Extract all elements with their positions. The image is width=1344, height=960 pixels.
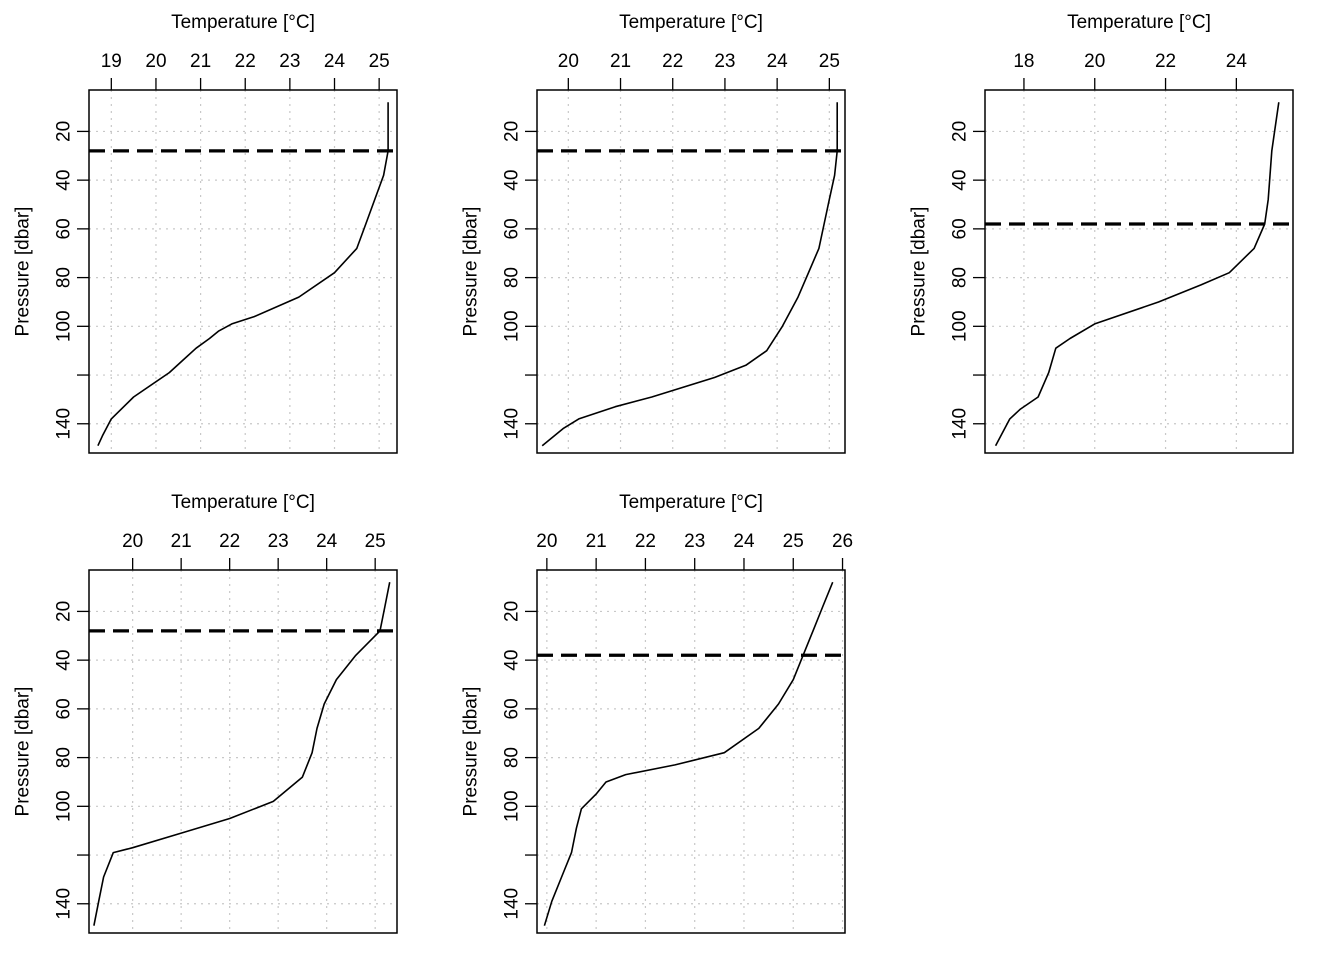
y-tick-label: 20 <box>950 121 971 142</box>
x-tick-label: 20 <box>1084 51 1105 72</box>
panel-1: 19 20 21 22 23 24 25 20 40 60 80 100 140 Temperature … <box>13 12 398 454</box>
y-tick-label: 40 <box>54 650 75 671</box>
y-axis-label: Pressure [dbar] <box>13 207 34 337</box>
plot-frame <box>536 89 846 454</box>
x-tick-label: 23 <box>268 531 289 552</box>
y-tick-label: 40 <box>950 170 971 191</box>
x-tick-label: 24 <box>767 51 789 72</box>
y-tick-label: 20 <box>54 601 75 622</box>
x-tick-label: 25 <box>819 51 840 72</box>
x-tick-label: 21 <box>610 51 631 72</box>
x-tick-label: 22 <box>219 531 240 552</box>
plot-frame <box>536 569 846 934</box>
x-axis-label: Temperature [°C] <box>619 492 763 513</box>
y-tick-label: 40 <box>502 650 523 671</box>
x-tick-label: 22 <box>1155 51 1176 72</box>
y-tick-label: 40 <box>502 170 523 191</box>
y-tick-label: 80 <box>502 747 523 768</box>
x-tick-label: 20 <box>536 531 557 552</box>
y-tick-label: 60 <box>950 218 971 239</box>
y-axis-label: Pressure [dbar] <box>909 207 930 337</box>
temperature-profile-line <box>97 102 389 447</box>
y-tick-label: 60 <box>54 218 75 239</box>
y-tick-label: 20 <box>502 121 523 142</box>
y-tick-label: 140 <box>54 408 75 440</box>
x-tick-label: 20 <box>145 51 166 72</box>
y-tick-label: 140 <box>54 888 75 920</box>
x-tick-label: 24 <box>324 51 346 72</box>
x-tick-label: 22 <box>662 51 683 72</box>
x-tick-label: 23 <box>684 531 705 552</box>
y-tick-label: 80 <box>502 267 523 288</box>
x-tick-label: 22 <box>235 51 256 72</box>
y-axis-label: Pressure [dbar] <box>461 687 482 817</box>
y-tick-label: 20 <box>54 121 75 142</box>
y-tick-label: 40 <box>54 170 75 191</box>
y-tick-label: 20 <box>502 601 523 622</box>
y-tick-label: 80 <box>950 267 971 288</box>
x-axis-label: Temperature [°C] <box>619 12 763 33</box>
y-tick-label: 100 <box>502 790 523 822</box>
plot-frame <box>88 89 398 454</box>
y-tick-label: 140 <box>950 408 971 440</box>
y-tick-label: 60 <box>54 698 75 719</box>
x-axis-label: Temperature [°C] <box>171 492 315 513</box>
y-tick-label: 60 <box>502 218 523 239</box>
x-tick-label: 21 <box>171 531 192 552</box>
panel-3: 18 20 22 24 20 40 60 80 100 140 Temperature [°C] Pr… <box>909 12 1294 454</box>
y-tick-label: 100 <box>54 310 75 342</box>
panel-5: 20 21 22 23 24 25 26 20 40 60 80 100 140 Temperature … <box>461 492 853 934</box>
y-axis-label: Pressure [dbar] <box>13 687 34 817</box>
x-axis-label: Temperature [°C] <box>171 12 315 33</box>
x-tick-label: 24 <box>1226 51 1248 72</box>
y-tick-label: 80 <box>54 747 75 768</box>
y-tick-label: 100 <box>502 310 523 342</box>
x-tick-label: 18 <box>1013 51 1034 72</box>
temperature-profile-line <box>994 102 1280 447</box>
panel-4: 20 21 22 23 24 25 20 40 60 80 100 140 Temperature [°… <box>13 492 398 934</box>
temperature-profile-line <box>93 582 391 926</box>
x-tick-label: 23 <box>279 51 300 72</box>
panel-2: 20 21 22 23 24 25 20 40 60 80 100 140 Temperature [°… <box>461 12 846 454</box>
x-tick-label: 21 <box>190 51 211 72</box>
x-tick-label: 20 <box>558 51 579 72</box>
plot-frame <box>88 569 398 934</box>
x-tick-label: 24 <box>733 531 755 552</box>
y-tick-label: 60 <box>502 698 523 719</box>
x-tick-label: 20 <box>122 531 143 552</box>
x-tick-label: 24 <box>316 531 338 552</box>
y-tick-label: 140 <box>502 408 523 440</box>
y-tick-label: 100 <box>54 790 75 822</box>
x-axis-label: Temperature [°C] <box>1067 12 1211 33</box>
x-tick-label: 23 <box>714 51 735 72</box>
x-tick-label: 26 <box>832 531 853 552</box>
x-tick-label: 21 <box>586 531 607 552</box>
x-tick-label: 22 <box>635 531 656 552</box>
temperature-profile-line <box>543 581 834 926</box>
x-tick-label: 25 <box>365 531 386 552</box>
x-tick-label: 19 <box>101 51 122 72</box>
x-tick-label: 25 <box>369 51 390 72</box>
y-tick-label: 80 <box>54 267 75 288</box>
plot-frame <box>984 89 1294 454</box>
temperature-profile-line <box>541 102 839 447</box>
x-tick-label: 25 <box>783 531 804 552</box>
y-axis-label: Pressure [dbar] <box>461 207 482 337</box>
y-tick-label: 100 <box>950 310 971 342</box>
y-tick-label: 140 <box>502 888 523 920</box>
